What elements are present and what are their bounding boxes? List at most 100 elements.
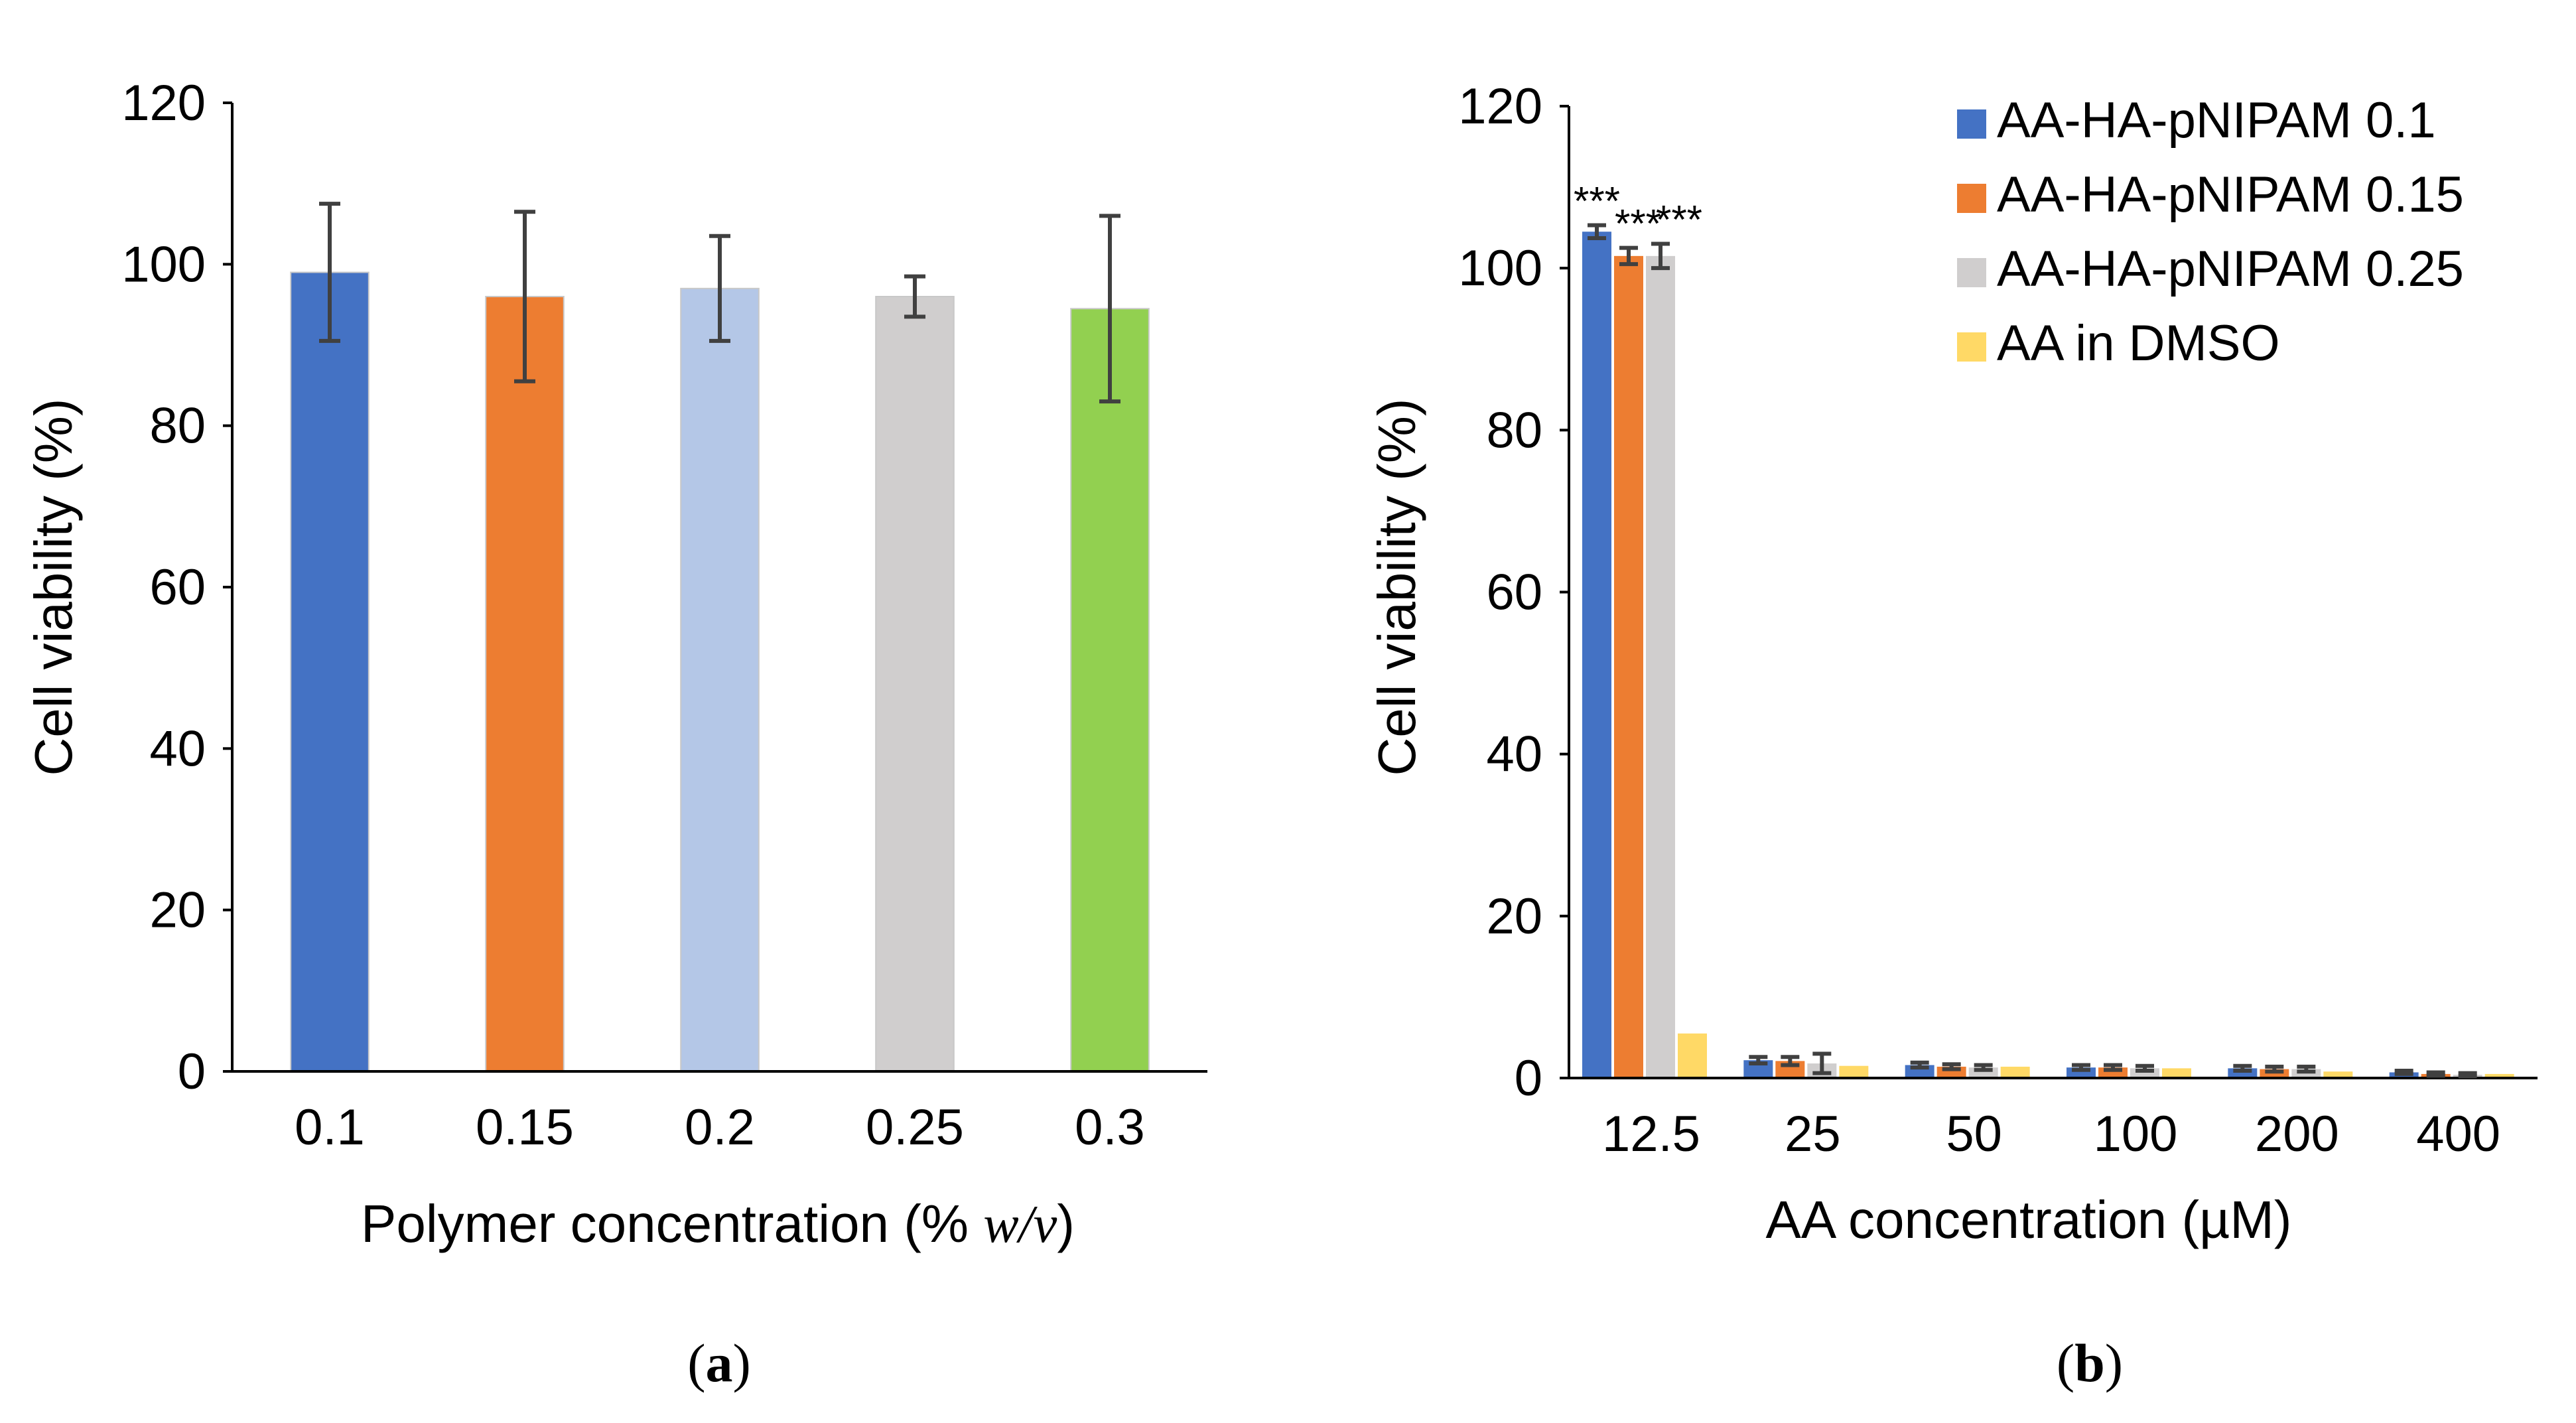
error-bar [2104,1063,2122,1072]
bar [1582,232,1611,1079]
y-tick-label: 20 [149,882,206,939]
significance-marker: *** [1615,202,1661,246]
legend-swatch [1957,332,1986,362]
error-bar [1781,1055,1800,1067]
error-bar [1974,1063,1993,1072]
error-bar [319,202,340,343]
legend-item: AA-HA-pNIPAM 0.15 [1957,167,2464,223]
error-bar [904,274,925,319]
bar [1614,255,1643,1079]
bar [2323,1071,2353,1078]
bar [2162,1068,2191,1078]
error-bar [1749,1055,1768,1066]
error-bars-a [319,202,1120,404]
y-axis-label-a: Cell viability (%) [24,399,83,776]
legend-item: AA-HA-pNIPAM 0.25 [1957,241,2464,297]
y-tick-label: 0 [178,1044,206,1100]
significance-marker: *** [1656,198,1702,242]
error-bar [2265,1064,2284,1074]
y-tick-label: 80 [1486,402,1542,458]
x-tick-label: 50 [1946,1106,2002,1162]
x-tick-label: 200 [2255,1106,2339,1162]
y-tick-label: 60 [1486,565,1542,621]
bar [1839,1065,1869,1078]
y-tick-label: 100 [121,236,206,293]
x-axis-label-prefix-a: Polymer concentration (% [361,1194,983,1253]
bars-a [290,271,1150,1072]
chart-panel-a: 0 20 40 60 80 100 120 0.1 0.15 0.2 0.25 0.3 Cell v… [24,75,1207,1393]
panel-letter-b: b [2074,1333,2105,1393]
error-bar [1619,245,1638,267]
legend-item: AA in DMSO [1957,315,2280,372]
x-tick-labels-b: 12.5 25 50 100 200 400 [1602,1106,2500,1162]
error-bar [1099,214,1120,404]
legend-item: AA-HA-pNIPAM 0.1 [1957,92,2436,149]
bar [1646,255,1675,1079]
y-tick-labels-a: 0 20 40 60 80 100 120 [121,75,232,1100]
significance-annotations-b: ********* [1574,178,1702,245]
x-tick-label: 12.5 [1602,1106,1700,1162]
x-tick-label: 400 [2416,1106,2500,1162]
y-tick-label: 60 [149,559,206,616]
error-bar [709,234,730,343]
bar [680,287,760,1072]
bar [290,271,370,1072]
bar [485,296,565,1072]
legend-swatch [1957,109,1986,139]
y-tick-label: 40 [149,720,206,777]
bar [1070,308,1150,1072]
significance-marker: *** [1574,178,1620,223]
y-tick-label: 80 [149,398,206,454]
x-tick-label: 25 [1785,1106,1841,1162]
bar [2000,1066,2030,1078]
legend-b: AA-HA-pNIPAM 0.1 AA-HA-pNIPAM 0.15 AA-HA-p… [1957,92,2464,372]
x-tick-label: 0.3 [1075,1099,1145,1156]
y-tick-label: 20 [1486,888,1542,945]
legend-swatch [1957,184,1986,213]
error-bars-b [1588,223,2477,1079]
error-bar [1812,1051,1832,1075]
x-tick-label: 100 [2094,1106,2178,1162]
legend-label: AA-HA-pNIPAM 0.25 [1997,241,2464,297]
x-tick-label: 0.15 [476,1099,574,1156]
x-axis-label-b: AA concentration (µM) [1765,1190,2291,1249]
error-bar [514,210,535,383]
x-tick-labels-a: 0.1 0.15 0.2 0.25 0.3 [295,1099,1145,1156]
x-tick-label: 0.1 [295,1099,365,1156]
y-tick-label: 120 [1458,78,1542,135]
bars-b [1582,232,2514,1079]
error-bar [1588,223,1606,240]
y-tick-label: 0 [1515,1050,1542,1107]
error-bar [2458,1071,2477,1079]
bar [1678,1033,1707,1078]
panel-label-a: (a) [687,1333,751,1393]
x-axis-label-a: Polymer concentration (% w/v) [361,1194,1075,1254]
legend-label: AA-HA-pNIPAM 0.15 [1997,167,2464,223]
error-bar [2297,1064,2316,1074]
panel-label-b: (b) [2057,1333,2123,1393]
x-axis-label-suffix-a: ) [1057,1194,1075,1253]
x-axis-label-unit-a: w/v [983,1195,1057,1254]
error-bar [2072,1063,2090,1072]
x-tick-label: 0.2 [685,1099,755,1156]
bar [875,296,955,1072]
error-bar [1942,1062,1961,1071]
y-axis-label-b: Cell viability (%) [1367,399,1426,776]
error-bar [1651,241,1670,271]
error-bar [2233,1063,2252,1073]
error-bar [1910,1060,1929,1070]
error-bar [2135,1063,2154,1073]
y-tick-labels-b: 0 20 40 60 80 100 120 [1458,78,1569,1107]
y-tick-label: 120 [121,75,206,131]
y-tick-label: 100 [1458,240,1542,297]
bar [2484,1073,2514,1078]
error-bar [2394,1069,2413,1076]
legend-label: AA-HA-pNIPAM 0.1 [1997,92,2436,149]
x-tick-label: 0.25 [866,1099,964,1156]
legend-swatch [1957,258,1986,287]
legend-label: AA in DMSO [1997,315,2280,372]
panel-letter-a: a [706,1333,733,1393]
error-bar [2426,1070,2445,1078]
